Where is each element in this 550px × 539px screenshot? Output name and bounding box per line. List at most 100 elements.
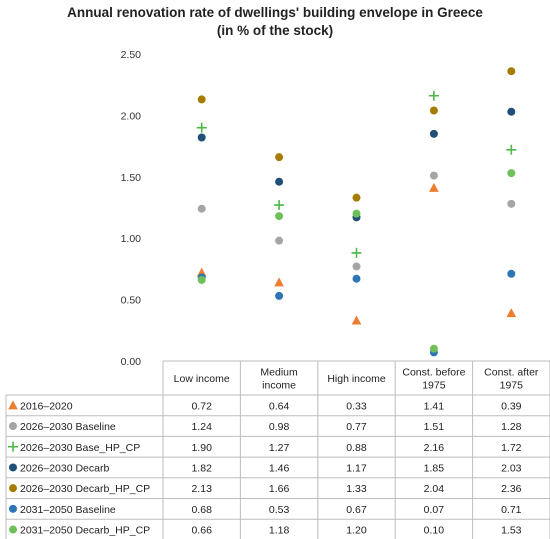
table-cell-value: 0.77 [346,421,367,433]
data-point [275,153,284,162]
legend-label: 2026–2030 Baseline [20,421,116,433]
x-tick-label: income [262,380,296,392]
table-cell-value: 2.36 [501,483,522,495]
x-tick-label: 1975 [500,380,524,392]
table-cell-value: 0.39 [501,400,522,412]
x-tick-label: Medium [260,367,298,379]
table-cell-value: 2.03 [501,462,522,474]
data-point [352,209,361,218]
table-cell-value: 0.64 [269,400,290,412]
table-cell-value: 1.18 [269,525,290,537]
y-axis: 0.00 0.50 1.00 1.50 2.00 2.50 [121,49,142,368]
data-point [429,129,438,138]
data-point [197,95,206,104]
legend-key [9,525,17,534]
data-point [275,236,284,245]
legend-label: 2016–2020 [20,400,73,412]
table-cell-value: 0.71 [501,504,522,516]
plot-area [196,67,517,357]
table-cell-value: 0.66 [191,525,212,537]
data-point [506,308,517,318]
y-tick-label: 1.00 [121,233,142,245]
data-point [352,274,361,283]
x-tick-label: Low income [174,373,230,385]
data-point [507,107,516,116]
table-cell-value: 1.72 [501,442,522,454]
table-cell-value: 0.68 [191,504,212,516]
table-cell-value: 0.53 [269,504,290,516]
table-cell-value: 1.46 [269,462,290,474]
table-cell-value: 1.24 [191,421,212,433]
data-point [352,262,361,271]
data-point [197,275,206,284]
data-point [196,122,207,133]
table-cell-value: 2.04 [424,483,445,495]
series-4 [197,67,516,202]
series-3 [197,107,516,222]
data-point [429,106,438,115]
table-cell-value: 1.17 [346,462,367,474]
table-cell-value: 1.66 [269,483,290,495]
y-tick-label: 1.50 [121,172,142,184]
legend-key [9,422,17,431]
data-point [429,182,439,192]
table-cell-value: 1.41 [424,400,445,412]
table-cell-value: 1.53 [501,525,522,537]
data-point [507,199,516,208]
data-point [506,144,517,155]
table-cell-value: 0.67 [346,504,367,516]
series-6 [197,169,516,353]
legend-label: 2031–2050 Decarb_HP_CP [20,525,150,537]
data-point [197,204,206,213]
category-header: Low income [174,373,230,385]
data-point [428,90,439,101]
table-cell-value: 1.85 [424,462,445,474]
table-cell-value: 2.16 [424,442,445,454]
data-point [275,177,284,186]
series-5 [197,269,516,357]
legend-key [8,400,18,410]
y-tick-label: 2.50 [121,49,142,61]
x-tick-label: Const. after [484,367,539,379]
legend-key [9,484,17,493]
data-point [274,200,285,211]
data-point [429,344,438,353]
x-tick-label: High income [327,373,386,385]
table-cell-value: 0.07 [424,504,445,516]
table-cell-value: 1.51 [424,421,445,433]
series-1 [197,171,516,271]
table-cell-value: 2.13 [191,483,212,495]
table-cell-value: 1.28 [501,421,522,433]
chart-title: Annual renovation rate of dwellings' bui… [67,5,483,20]
x-tick-label: 1975 [422,380,446,392]
legend-label: 2026–2030 Decarb_HP_CP [20,483,150,495]
table-cell-value: 1.27 [269,442,290,454]
y-tick-label: 0.00 [121,356,142,368]
data-point [197,133,206,142]
data-point [429,171,438,180]
data-point [507,269,516,278]
data-point [275,291,284,300]
data-point [507,67,516,76]
data-point [352,193,361,202]
table-cell-value: 0.72 [191,400,212,412]
table-cell-value: 1.90 [191,442,212,454]
y-tick-label: 0.50 [121,295,142,307]
table-cell-value: 0.10 [424,525,445,537]
table-cell-value: 1.33 [346,483,367,495]
category-header: High income [327,373,386,385]
chart-subtitle: (in % of the stock) [217,23,333,38]
data-point [274,277,284,287]
y-tick-label: 2.00 [121,110,142,122]
table-cell-value: 1.82 [191,462,212,474]
table-cell-value: 1.20 [346,525,367,537]
table-cell-value: 0.33 [346,400,367,412]
x-tick-label: Const. before [402,367,465,379]
series-2 [196,90,517,258]
legend-key [9,504,17,513]
